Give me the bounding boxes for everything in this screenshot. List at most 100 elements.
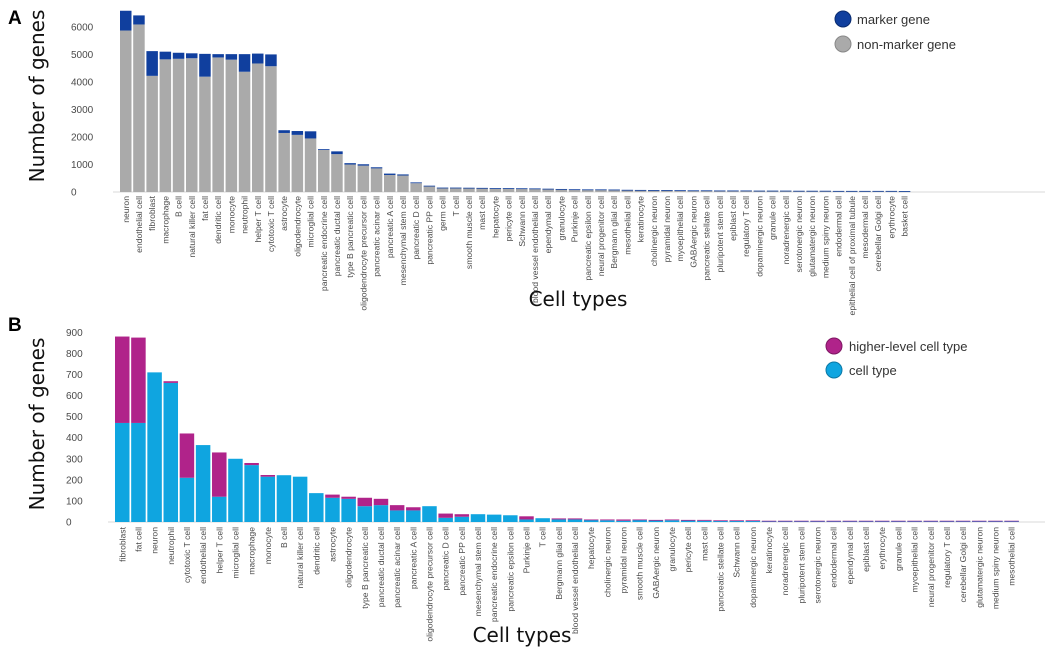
bar-non-marker-gene-type-b-pancreatic-cell [344, 164, 356, 192]
bar-non-marker-gene-noradrenergic-cell [780, 190, 792, 192]
bar-non-marker-gene-neutrophil [238, 71, 251, 192]
bar-non-marker-gene-purkinje-cell [568, 189, 581, 192]
bar-cell-type-cholinergic-neuron [600, 520, 615, 522]
bar-marker-gene-glutamatergic-neuron [806, 190, 818, 192]
panel-a-label: A [8, 8, 22, 29]
bar-cell-type-cytotoxic-t-cell [179, 477, 195, 522]
bar-marker-gene-keratinocyte [634, 189, 647, 191]
bar-cell-type-microglial-cell [228, 458, 243, 522]
bar-marker-gene-endothelial-cell [133, 15, 145, 25]
bar-cell-type-natural-killer-cell [292, 476, 308, 522]
bar-cell-type-b-cell [276, 475, 292, 522]
bar-marker-gene-cholinergic-neuron [648, 190, 660, 191]
bar-marker-gene-macrophage [159, 51, 172, 60]
bar-non-marker-gene-granulocyte [555, 189, 568, 192]
bar-non-marker-gene-natural-killer-cell [186, 58, 198, 193]
category-label-noradrenergic-cell: noradrenergic cell [781, 196, 791, 264]
bar-marker-gene-basket-cell [898, 191, 911, 192]
category-label-gabaergic-neuron: GABAergic neuron [651, 527, 661, 599]
bar-higher-level-cell-type-endodermal-cell [826, 520, 841, 522]
category-label-bergmann-glial-cell: Bergmann glial cell [609, 196, 619, 269]
bar-marker-gene-pancreatic-acinar-cell [370, 167, 383, 169]
bar-marker-gene-ependymal-cell [542, 188, 554, 190]
category-label-mast-cell: mast cell [699, 527, 709, 561]
category-label-granulocyte: granulocyte [667, 527, 677, 572]
bar-cell-type-dendritic-cell [309, 493, 324, 522]
bar-cell-type-monocyte [260, 476, 276, 522]
category-label-oligodendrocyte-precursor-cell: oligodendrocyte precursor cell [424, 527, 434, 642]
bar-non-marker-gene-neural-progenitor-cell [595, 189, 607, 192]
category-label-neutrophil: neutrophil [166, 527, 176, 565]
bar-marker-gene-cerebellar-golgi-cell [872, 190, 884, 192]
bar-higher-level-cell-type-ependymal-cell [842, 520, 858, 522]
bar-non-marker-gene-pancreatic-a-cell [384, 174, 396, 192]
category-label-dopaminergic-neuron: dopaminergic neuron [748, 527, 758, 608]
bar-higher-level-cell-type-pancreatic-pp-cell [454, 514, 470, 517]
bar-cell-type-pericyte-cell [680, 520, 696, 522]
bar-non-marker-gene-dopaminergic-neuron [753, 190, 766, 192]
bar-non-marker-gene-astrocyte [278, 132, 290, 192]
bar-higher-level-cell-type-mast-cell [697, 519, 712, 521]
category-label-oligodendrocyte: oligodendrocyte [292, 196, 302, 257]
category-label-cerebellar-golgi-cell: cerebellar Golgi cell [958, 527, 968, 603]
category-label-natural-killer-cell: natural killer cell [187, 196, 197, 258]
bar-non-marker-gene-hepatocyte [489, 188, 502, 192]
category-label-glutamatergic-neuron: glutamatergic neuron [974, 527, 984, 608]
bar-higher-level-cell-type-pancreatic-a-cell [406, 507, 421, 511]
bar-non-marker-gene-fat-cell [199, 76, 211, 192]
bar-marker-gene-monocyte [225, 54, 238, 60]
category-label-regulatory-t-cell: regulatory T cell [942, 527, 952, 588]
bar-higher-level-cell-type-granule-cell [891, 520, 906, 522]
bar-non-marker-gene-cytotoxic-t-cell [265, 66, 277, 192]
bar-higher-level-cell-type-helper-t-cell [212, 452, 227, 497]
bar-marker-gene-type-b-pancreatic-cell [344, 163, 356, 165]
bar-non-marker-gene-mesenchymal-stem-cell [397, 175, 409, 192]
category-label-granulocyte: granulocyte [556, 196, 566, 241]
category-label-astrocyte: astrocyte [327, 527, 337, 562]
category-label-blood-vessel-endothelial-cell: blood vessel endothelial cell [570, 527, 580, 634]
category-label-purkinje-cell: Purkinje cell [570, 196, 580, 242]
bar-marker-gene-t-cell [450, 187, 462, 189]
bar-cell-type-pancreatic-ductal-cell [373, 505, 389, 522]
bar-non-marker-gene-pancreatic-ductal-cell [331, 154, 343, 192]
category-label-medium-spiny-neuron: medium spiny neuron [990, 527, 1000, 609]
bar-marker-gene-regulatory-t-cell [740, 190, 752, 192]
legend-non-marker-gene-swatch [834, 35, 852, 53]
bar-non-marker-gene-pancreatic-endocrine-cell [318, 149, 330, 192]
legend-higher-level-cell-type-swatch [825, 337, 843, 355]
bar-non-marker-gene-mast-cell [476, 188, 488, 192]
bar-cell-type-pancreatic-d-cell [438, 517, 453, 522]
bar-non-marker-gene-fibroblast [146, 75, 158, 192]
bar-marker-gene-pancreatic-epsilon-cell [582, 189, 594, 191]
category-label-pancreatic-epsilon-cell: pancreatic epsilon cell [583, 196, 593, 281]
bar-marker-gene-mast-cell [476, 187, 488, 189]
bar-higher-level-cell-type-granulocyte [664, 519, 680, 521]
y-tick-label: 700 [66, 370, 83, 381]
bar-non-marker-gene-epiblast-cell [727, 190, 739, 192]
category-label-pluripotent-stem-cell: pluripotent stem cell [796, 527, 806, 604]
bar-higher-level-cell-type-pancreatic-stellate-cell [713, 520, 728, 522]
bar-marker-gene-schwann-cell [516, 188, 528, 190]
panel-a-bars [120, 10, 911, 193]
bar-higher-level-cell-type-cholinergic-neuron [600, 519, 615, 521]
bar-higher-level-cell-type-oligodendrocyte [341, 496, 356, 499]
bar-marker-gene-fat-cell [199, 53, 211, 77]
y-tick-label: 3000 [71, 105, 94, 116]
bar-cell-type-macrophage [244, 465, 259, 522]
category-label-type-b-pancreatic-cell: type B pancreatic cell [345, 196, 355, 278]
category-label-smooth-muscle-cell: smooth muscle cell [635, 527, 645, 600]
category-label-epithelial-cell-of-proximal-tubule: epithelial cell of proximal tubule [847, 196, 857, 316]
bar-marker-gene-epithelial-cell-of-proximal-tubule [846, 190, 858, 192]
bar-higher-level-cell-type-noradrenergic-cell [777, 520, 793, 522]
panel-b-x-axis-label: Cell types [473, 623, 572, 647]
category-label-purkinje-cell: Purkinje cell [522, 527, 532, 573]
legend-marker-gene-swatch [834, 10, 852, 28]
bar-higher-level-cell-type-purkinje-cell [519, 516, 534, 520]
panel-a-chart: A Number of genes Cell types 0 1000 2000 30… [8, 8, 1045, 315]
category-label-keratinocyte: keratinocyte [636, 196, 646, 243]
bar-non-marker-gene-cholinergic-neuron [648, 190, 660, 192]
panel-a-y-axis-label: Number of genes [25, 10, 49, 183]
bar-non-marker-gene-pancreatic-d-cell [410, 183, 422, 192]
bar-cell-type-purkinje-cell [519, 519, 534, 522]
y-tick-label: 1000 [71, 160, 94, 171]
